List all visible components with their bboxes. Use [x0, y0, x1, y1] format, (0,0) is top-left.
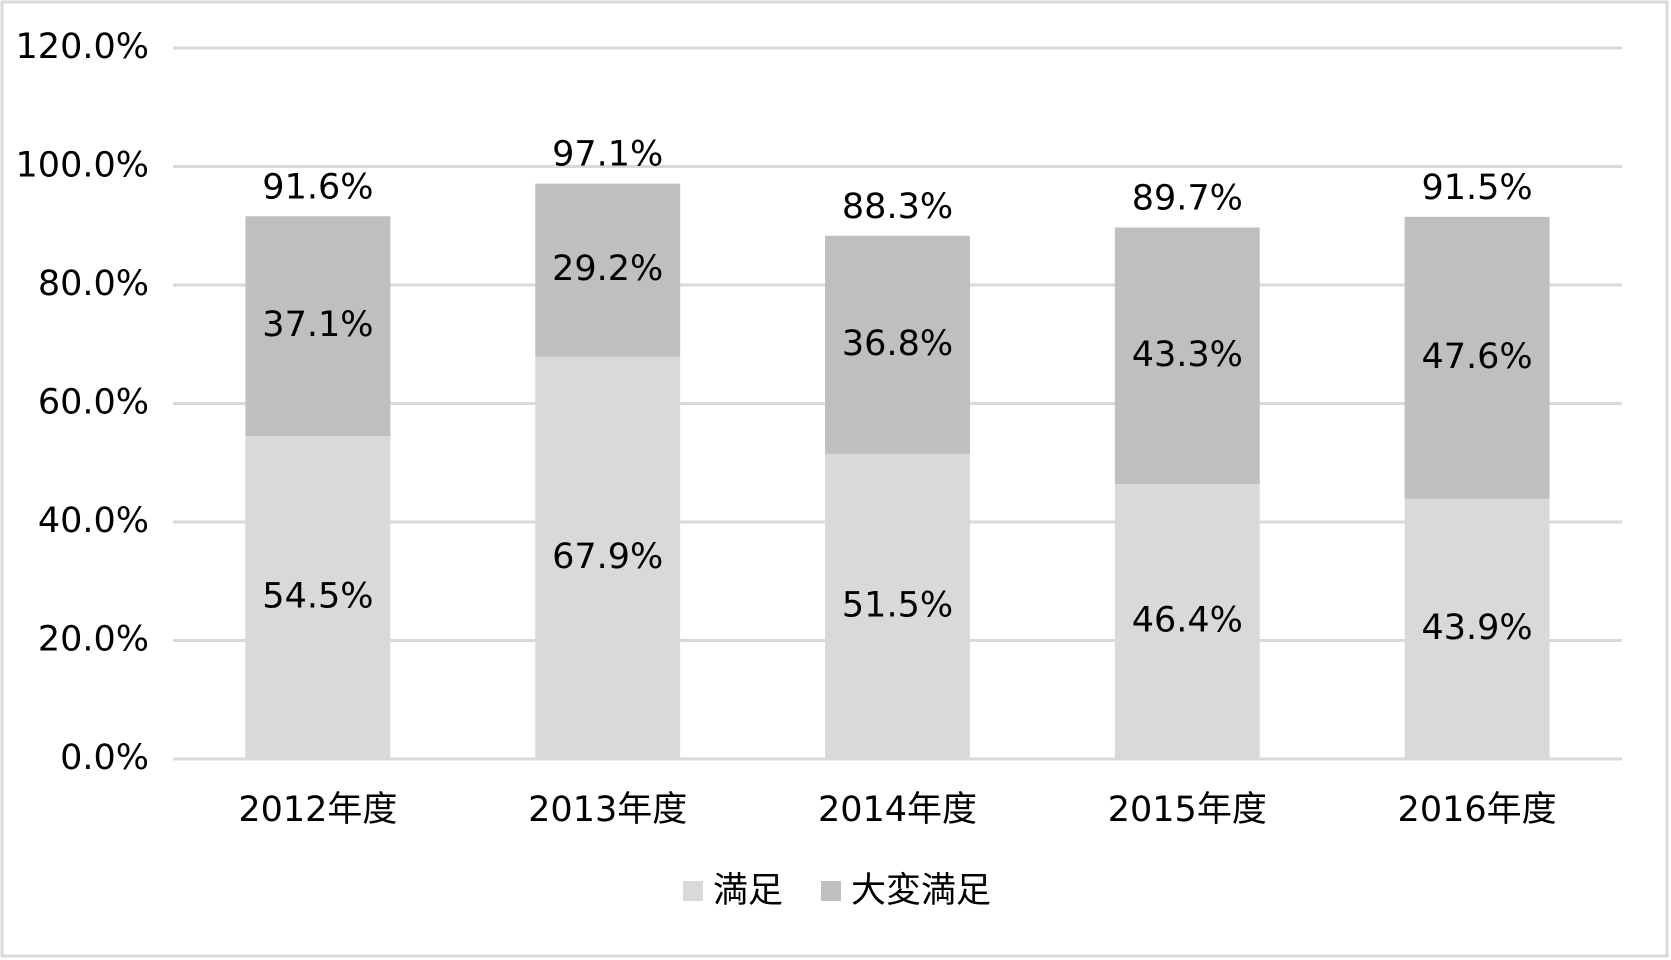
y-tick-label: 0.0%: [60, 738, 149, 778]
legend-label: 満足: [713, 871, 783, 911]
y-tick-label: 120.0%: [16, 27, 149, 67]
value-label: 67.9%: [552, 537, 663, 577]
y-tick-label: 60.0%: [38, 383, 149, 423]
x-tick-label: 2015年度: [1108, 790, 1267, 830]
value-label: 37.1%: [262, 305, 373, 345]
y-tick-label: 20.0%: [38, 620, 149, 660]
legend-swatch: [683, 881, 703, 901]
total-label: 91.5%: [1422, 168, 1533, 208]
y-tick-label: 80.0%: [38, 264, 149, 304]
value-label: 46.4%: [1132, 601, 1243, 641]
bar-segment: [535, 356, 681, 759]
x-tick-label: 2012年度: [238, 790, 397, 830]
total-label: 97.1%: [552, 135, 663, 175]
value-label: 36.8%: [842, 324, 953, 364]
y-tick-label: 40.0%: [38, 501, 149, 541]
bar-segment: [825, 235, 970, 454]
total-label: 88.3%: [842, 187, 953, 227]
value-label: 29.2%: [552, 249, 663, 289]
bar-segment: [535, 183, 681, 357]
total-label: 89.7%: [1132, 179, 1243, 219]
value-label: 47.6%: [1422, 337, 1533, 377]
bar-segment: [1404, 498, 1550, 759]
x-tick-label: 2013年度: [528, 790, 687, 830]
value-label: 43.3%: [1132, 335, 1243, 375]
bar-segment: [1404, 216, 1550, 499]
value-label: 51.5%: [842, 585, 953, 625]
value-label: 54.5%: [262, 577, 373, 617]
bar-segment: [1114, 227, 1260, 485]
bar-segment: [825, 453, 970, 759]
bar-segment: [245, 216, 391, 437]
y-tick-label: 100.0%: [16, 146, 149, 186]
x-tick-label: 2016年度: [1398, 790, 1557, 830]
x-tick-label: 2014年度: [818, 790, 977, 830]
bar-segment: [1114, 484, 1260, 759]
bar-segment: [245, 436, 391, 759]
total-label: 91.6%: [262, 167, 373, 207]
legend-swatch: [821, 881, 841, 901]
value-label: 43.9%: [1422, 608, 1533, 648]
legend-label: 大変満足: [851, 871, 991, 911]
